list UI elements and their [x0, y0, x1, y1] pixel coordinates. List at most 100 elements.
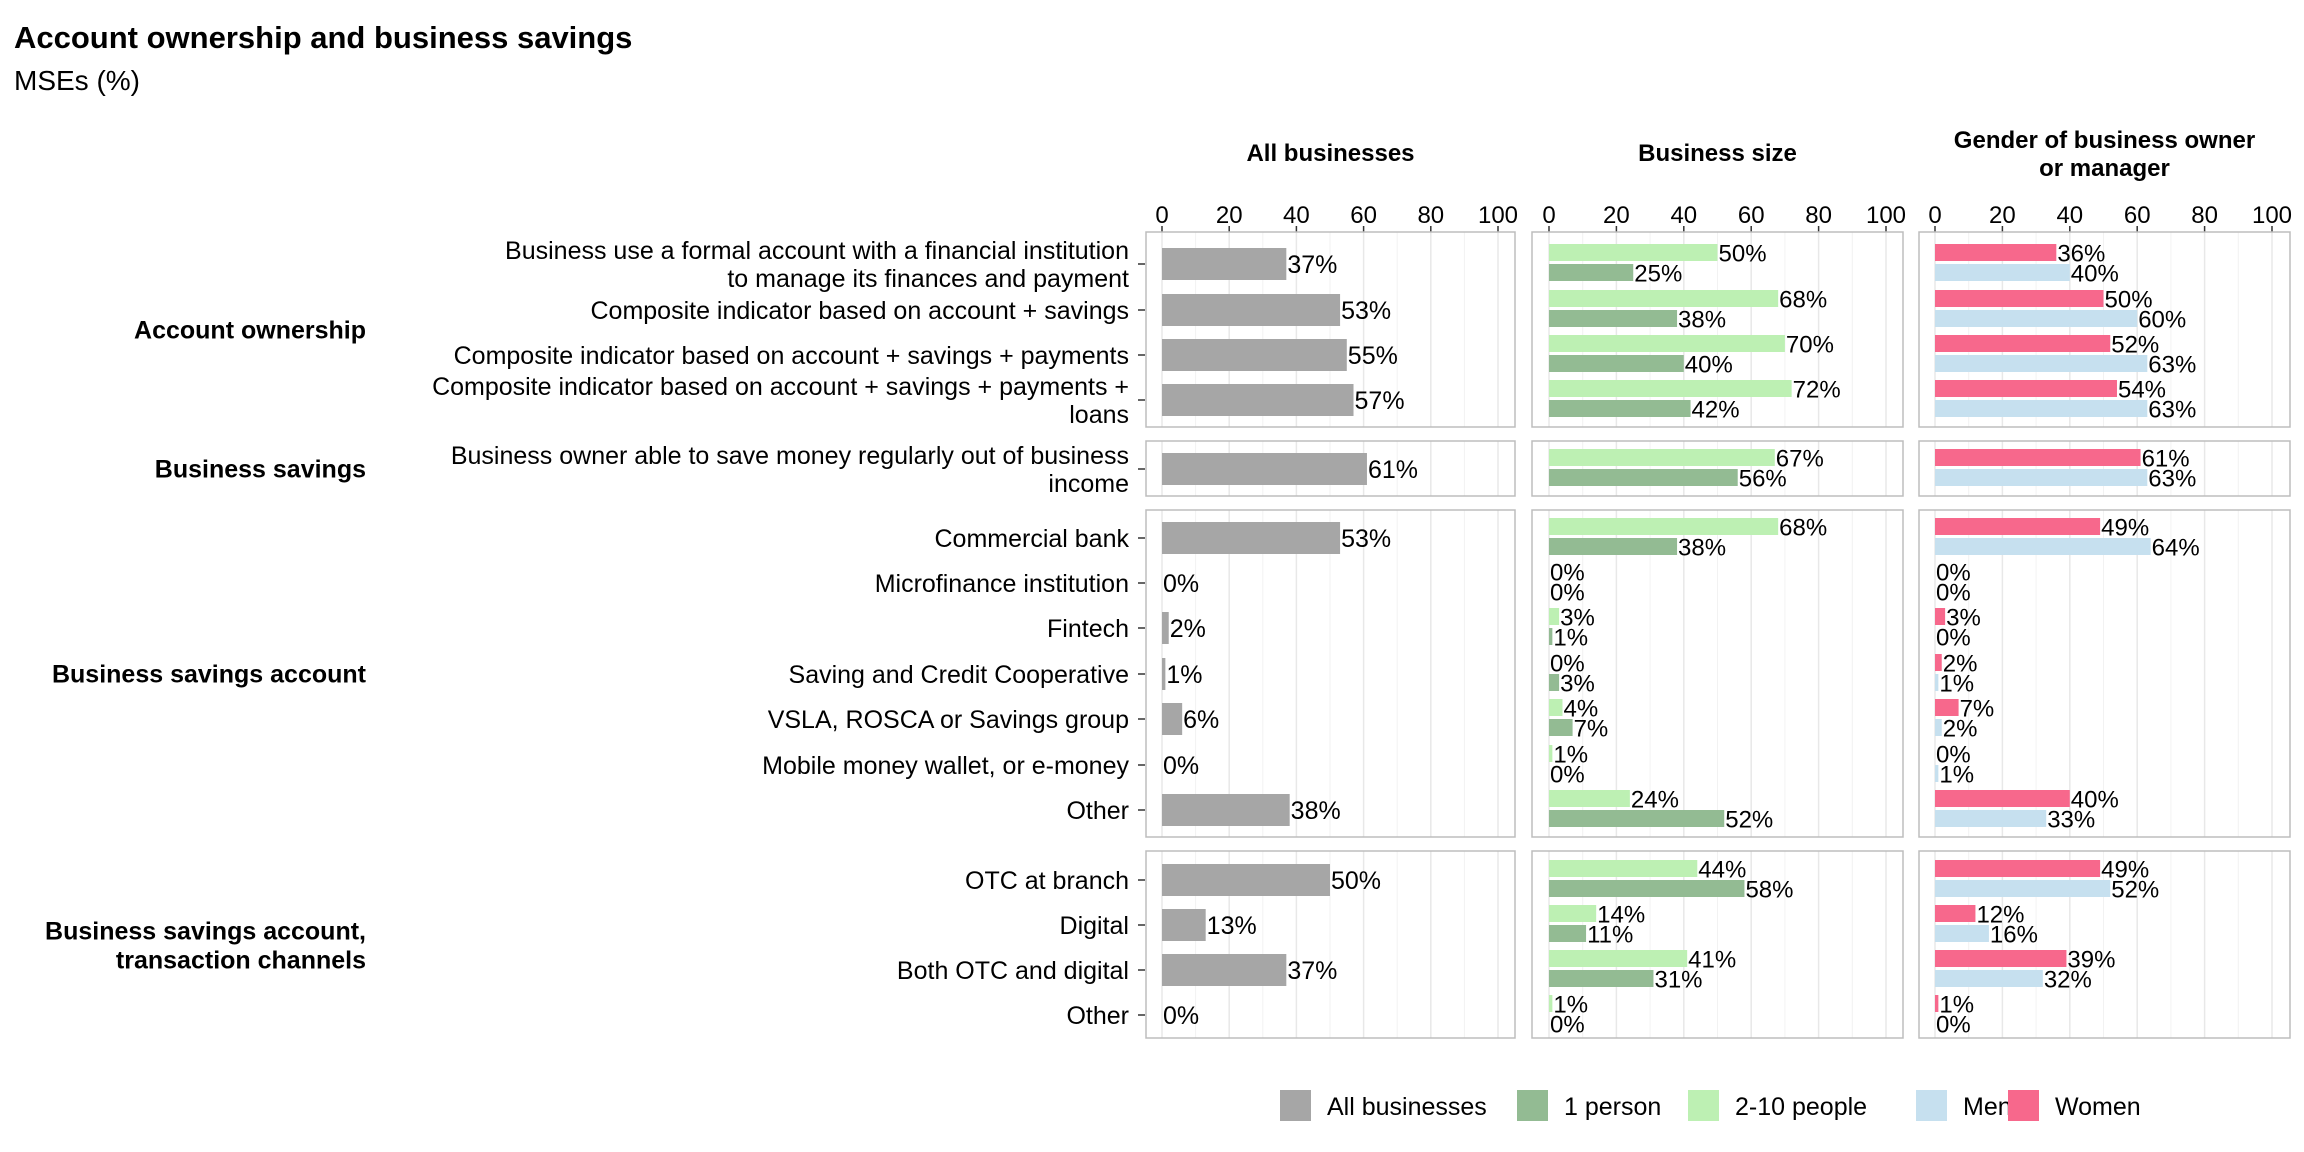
facet-border	[1531, 509, 1904, 838]
category-label-commercial-bank: Commercial bank	[934, 525, 1129, 553]
data-label: 1%	[1553, 992, 1588, 1019]
panel-title-all: All businesses	[1246, 140, 1414, 167]
facet-border	[1145, 231, 1516, 428]
bar-1-person	[1549, 719, 1573, 736]
data-label: 0%	[1550, 762, 1585, 789]
data-label: 1%	[1939, 671, 1974, 698]
data-label: 40%	[1685, 352, 1733, 379]
data-label: 53%	[1341, 297, 1391, 325]
bar-2-10-people	[1549, 335, 1785, 352]
data-label: 0%	[1550, 1012, 1585, 1039]
data-label: 2%	[1943, 651, 1978, 678]
facet-border	[1531, 850, 1904, 1039]
data-label: 50%	[2105, 287, 2153, 314]
data-label: 61%	[1368, 456, 1418, 484]
bar-men	[1935, 538, 2151, 555]
x-tick-label: 0	[1928, 202, 1941, 229]
data-label: 40%	[2071, 787, 2119, 814]
bar-all-businesses	[1162, 612, 1169, 644]
bar-women	[1935, 244, 2057, 261]
x-tick-label: 80	[1417, 202, 1444, 229]
bar-1-person	[1549, 310, 1678, 327]
data-label: 6%	[1183, 706, 1219, 734]
category-label-digital: Digital	[1060, 912, 1129, 940]
category-label-business-use-a-formal-account-with-a-financial-institution-to-manage-its-finances-and-payment: Business use a formal account with a fin…	[505, 237, 1129, 293]
data-label: 36%	[2057, 241, 2105, 268]
data-label: 44%	[1698, 857, 1746, 884]
bar-2-10-people	[1549, 995, 1553, 1012]
bar-2-10-people	[1549, 905, 1597, 922]
data-label: 37%	[1287, 251, 1337, 279]
data-label: 32%	[2044, 967, 2092, 994]
legend-swatch-women	[2008, 1090, 2039, 1121]
data-label: 0%	[1936, 742, 1971, 769]
bar-2-10-people	[1549, 449, 1775, 466]
bar-all-businesses	[1162, 339, 1347, 371]
data-label: 63%	[2148, 397, 2196, 424]
data-label: 61%	[2142, 446, 2190, 473]
data-label: 38%	[1678, 307, 1726, 334]
data-label: 2%	[1170, 615, 1206, 643]
category-label-mobile-money-wallet-or-e-money: Mobile money wallet, or e-money	[762, 752, 1129, 780]
data-label: 0%	[1163, 1002, 1199, 1030]
data-label: 0%	[1936, 580, 1971, 607]
category-label-composite-indicator-based-on-account-savings-payments: Composite indicator based on account + s…	[454, 342, 1129, 370]
data-label: 41%	[1688, 947, 1736, 974]
bar-women	[1935, 449, 2141, 466]
bar-2-10-people	[1549, 699, 1563, 716]
data-label: 72%	[1793, 377, 1841, 404]
facet-business-savings-account-gender	[1918, 509, 2291, 838]
data-label: 67%	[1776, 446, 1824, 473]
data-label: 12%	[1976, 902, 2024, 929]
bar-women	[1935, 654, 1942, 671]
bar-women	[1935, 290, 2104, 307]
bar-2-10-people	[1549, 790, 1630, 807]
group-label-business-savings-account: Business savings account	[52, 661, 367, 689]
x-tick-label: 60	[1738, 202, 1765, 229]
data-label: 55%	[1348, 342, 1398, 370]
bar-all-businesses	[1162, 453, 1367, 485]
bar-2-10-people	[1549, 950, 1688, 967]
data-label: 70%	[1786, 332, 1834, 359]
data-label: 42%	[1692, 397, 1740, 424]
bar-2-10-people	[1549, 745, 1553, 762]
bar-2-10-people	[1549, 860, 1698, 877]
data-label: 0%	[1550, 651, 1585, 678]
category-label-both-otc-and-digital: Both OTC and digital	[897, 957, 1129, 985]
category-label-composite-indicator-based-on-account-savings-payments-loans: Composite indicator based on account + s…	[432, 373, 1129, 429]
bar-men	[1935, 355, 2148, 372]
bar-all-businesses	[1162, 909, 1206, 941]
bar-2-10-people	[1549, 380, 1792, 397]
data-label: 1%	[1553, 625, 1588, 652]
bar-women	[1935, 995, 1939, 1012]
data-label: 52%	[2111, 877, 2159, 904]
x-tick-label: 0	[1155, 202, 1168, 229]
bar-women	[1935, 380, 2117, 397]
bar-2-10-people	[1549, 290, 1779, 307]
bar-all-businesses	[1162, 522, 1341, 554]
category-label-other: Other	[1066, 1002, 1129, 1030]
x-tick-label: 40	[2056, 202, 2083, 229]
x-axis-gender: 0 20 40 60 80 100	[1928, 202, 2292, 232]
data-label: 4%	[1563, 696, 1598, 723]
group-label-business-savings: Business savings	[155, 456, 366, 484]
bar-2-10-people	[1549, 608, 1560, 625]
data-label: 58%	[1745, 877, 1793, 904]
bar-all-businesses	[1162, 384, 1354, 416]
bar-women	[1935, 950, 2067, 967]
facet-border	[1918, 850, 2291, 1039]
data-label: 63%	[2148, 466, 2196, 493]
data-label: 0%	[1936, 560, 1971, 587]
bar-men	[1935, 400, 2148, 417]
data-label: 25%	[1634, 261, 1682, 288]
bar-women	[1935, 860, 2101, 877]
category-label-saving-and-credit-cooperative: Saving and Credit Cooperative	[789, 661, 1129, 689]
bar-women	[1935, 518, 2101, 535]
data-label: 37%	[1287, 957, 1337, 985]
bar-all-businesses	[1162, 703, 1183, 735]
data-label: 63%	[2148, 352, 2196, 379]
group-label-account-ownership: Account ownership	[134, 317, 366, 345]
bar-all-businesses	[1162, 864, 1330, 896]
x-tick-label: 100	[1866, 202, 1906, 229]
bar-men	[1935, 310, 2138, 327]
